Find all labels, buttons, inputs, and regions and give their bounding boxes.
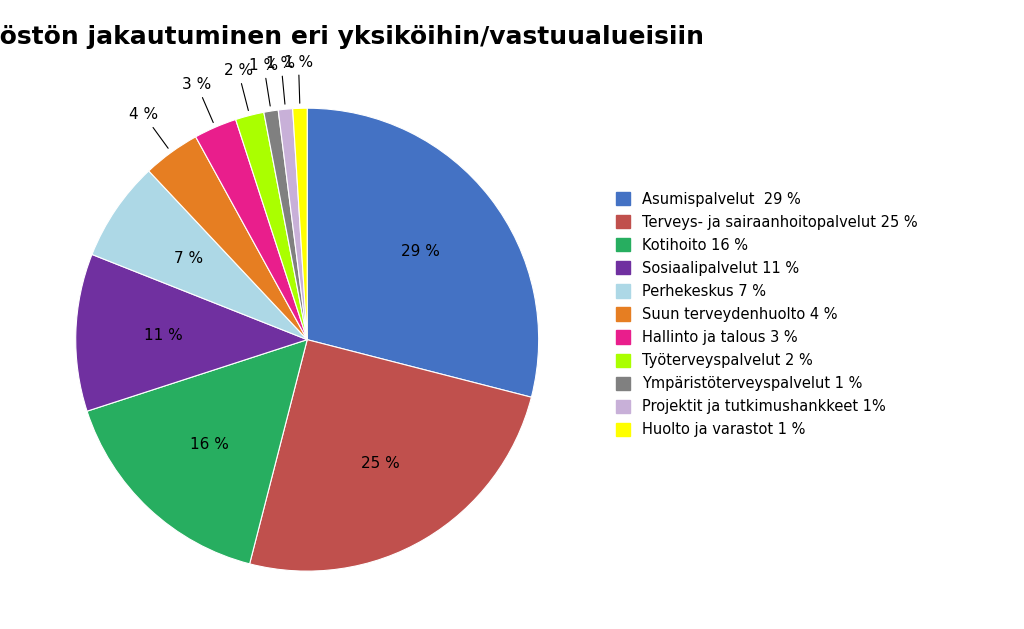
Text: 11 %: 11 % — [144, 328, 183, 343]
Text: 1 %: 1 % — [249, 58, 279, 106]
Wedge shape — [92, 171, 307, 340]
Text: Henkilöstön jakautuminen eri yksiköihin/vastuualueisiin: Henkilöstön jakautuminen eri yksiköihin/… — [0, 25, 705, 49]
Wedge shape — [87, 340, 307, 564]
Text: 16 %: 16 % — [189, 437, 228, 452]
Text: 29 %: 29 % — [401, 244, 440, 259]
Wedge shape — [250, 340, 531, 571]
Text: 3 %: 3 % — [182, 77, 213, 123]
Wedge shape — [236, 113, 307, 340]
Wedge shape — [76, 255, 307, 411]
Wedge shape — [264, 110, 307, 340]
Text: 25 %: 25 % — [360, 455, 399, 470]
Wedge shape — [293, 108, 307, 340]
Text: 1 %: 1 % — [266, 55, 296, 104]
Wedge shape — [196, 120, 307, 340]
Wedge shape — [148, 137, 307, 340]
Text: 2 %: 2 % — [223, 63, 253, 111]
Wedge shape — [279, 109, 307, 340]
Wedge shape — [307, 108, 539, 398]
Legend: Asumispalvelut  29 %, Terveys- ja sairaanhoitopalvelut 25 %, Kotihoito 16 %, Sos: Asumispalvelut 29 %, Terveys- ja sairaan… — [611, 187, 922, 442]
Text: 4 %: 4 % — [129, 108, 168, 148]
Text: 7 %: 7 % — [174, 252, 203, 267]
Text: 1 %: 1 % — [284, 55, 313, 103]
